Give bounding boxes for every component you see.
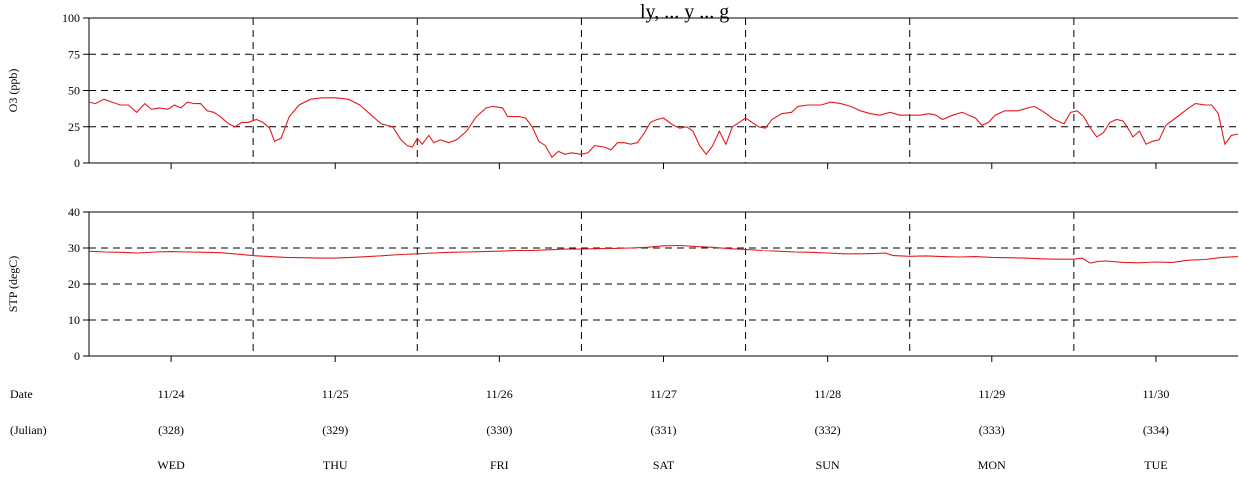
footer-date: 11/25 xyxy=(322,387,349,401)
footer-weekday: TUE xyxy=(1144,458,1167,472)
footer-weekday: MON xyxy=(978,458,1006,472)
footer-julian: (333) xyxy=(979,423,1005,437)
footer-date: 11/26 xyxy=(486,387,513,401)
stp-y-tick-label: 30 xyxy=(68,241,80,255)
footer-julian: (331) xyxy=(651,423,677,437)
stp-y-tick-label: 20 xyxy=(68,277,80,291)
stp-y-tick-label: 0 xyxy=(74,349,80,363)
o3-y-tick-label: 100 xyxy=(62,11,80,25)
footer-weekday: FRI xyxy=(490,458,509,472)
footer-date: 11/30 xyxy=(1142,387,1169,401)
footer-weekday: THU xyxy=(323,458,348,472)
o3-series-line xyxy=(88,97,1239,159)
footer-weekday: SAT xyxy=(653,458,675,472)
footer-weekday: SUN xyxy=(816,458,840,472)
o3-panel: 0 25 50 75 100 O3 (ppb) xyxy=(6,11,1239,170)
footer-date: 11/24 xyxy=(158,387,185,401)
footer-julian: (328) xyxy=(158,423,184,437)
footer-date: 11/29 xyxy=(978,387,1005,401)
footer-weekday: WED xyxy=(157,458,185,472)
stp-panel: 0 10 20 30 40 STP (degC) xyxy=(6,205,1239,363)
stp-y-tick-label: 10 xyxy=(68,313,80,327)
footer-date: 11/27 xyxy=(650,387,677,401)
footer-row-label-julian: (Julian) xyxy=(10,423,47,437)
footer-row-label-date: Date xyxy=(10,387,33,401)
o3-y-axis-title: O3 (ppb) xyxy=(6,69,20,113)
stp-y-axis-title: STP (degC) xyxy=(6,256,20,313)
o3-y-tick-label: 25 xyxy=(68,120,80,134)
o3-y-tick-label: 50 xyxy=(68,84,80,98)
o3-y-tick-label: 75 xyxy=(68,47,80,61)
chart-title-fragment: ly, ... y ... g xyxy=(640,1,729,23)
footer-date: 11/28 xyxy=(814,387,841,401)
stp-y-tick-label: 40 xyxy=(68,205,80,219)
footer-julian: (334) xyxy=(1143,423,1169,437)
footer-julian: (332) xyxy=(815,423,841,437)
stp-series-line xyxy=(88,244,1239,264)
o3-y-tick-label: 0 xyxy=(74,156,80,170)
footer-julian: (329) xyxy=(322,423,348,437)
date-footer: Date (Julian) 11/24 (328) WED 11/25 (329) THU 11… xyxy=(10,387,1169,472)
footer-julian: (330) xyxy=(486,423,512,437)
